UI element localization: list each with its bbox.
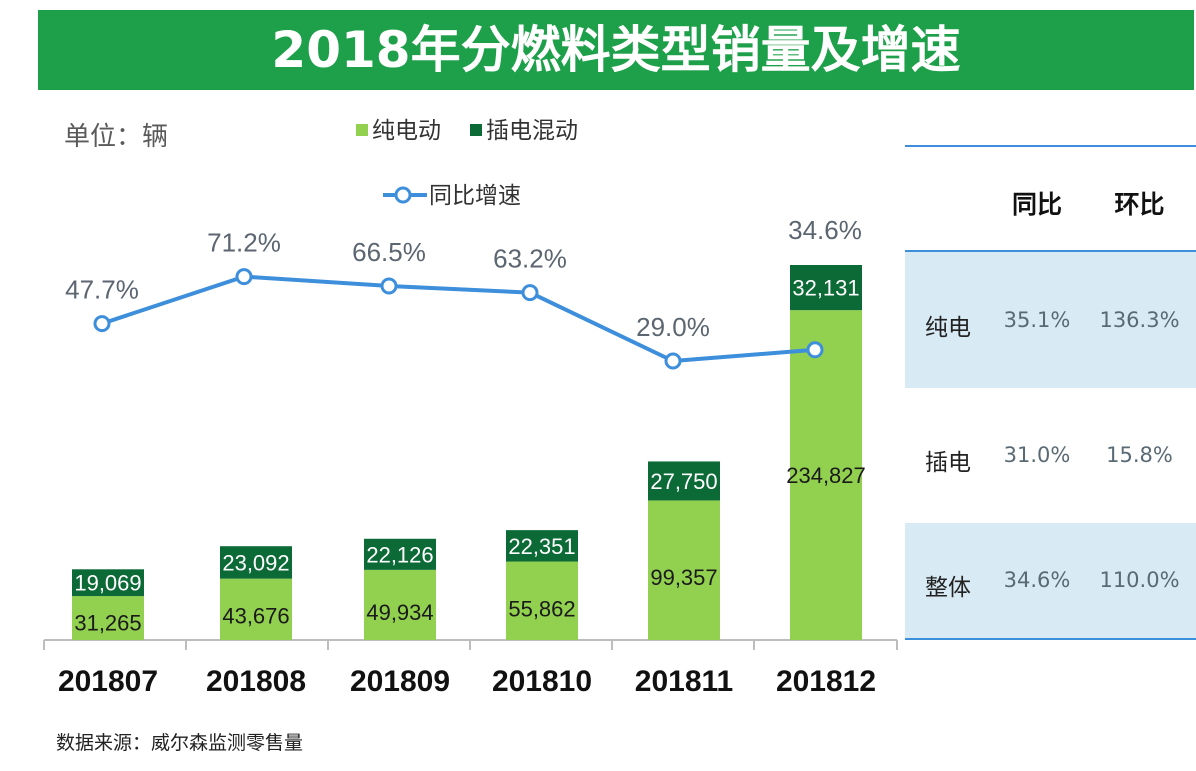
table-header-rule — [905, 250, 1196, 252]
yoy-point — [380, 277, 398, 295]
table-cell-yoy: 34.6% — [1003, 568, 1071, 592]
yoy-data-label: 71.2% — [207, 228, 281, 258]
bar-bev — [364, 569, 436, 640]
yoy-line — [101, 274, 816, 363]
bar-phev — [72, 569, 144, 597]
table-header-mom: 环比 — [1114, 190, 1165, 219]
table-cell-mom: 110.0% — [1099, 568, 1180, 592]
table-top-rule — [905, 145, 1196, 147]
table-row-band — [905, 252, 1196, 388]
legend-item-phev: 插电混动 — [470, 111, 578, 145]
bar-bev — [790, 310, 862, 640]
yoy-point — [806, 341, 824, 359]
table-cell-mom: 136.3% — [1099, 308, 1180, 332]
data-label-phev: 22,351 — [508, 534, 575, 559]
legend-label-bev: 纯电动 — [372, 118, 441, 144]
yoy-data-label: 63.2% — [493, 244, 567, 274]
table-row-band — [905, 523, 1196, 639]
data-label-bev: 31,265 — [74, 610, 141, 635]
yoy-point — [521, 284, 539, 302]
data-label-phev: 22,126 — [366, 542, 433, 567]
yoy-point — [664, 352, 682, 370]
legend-item-bev: 纯电动 — [356, 111, 441, 145]
data-label-bev: 234,827 — [786, 463, 866, 488]
bar-phev — [648, 461, 720, 501]
legend-line-icon — [383, 186, 427, 204]
legend-swatch-phev — [470, 124, 482, 136]
table-row-label: 纯电 — [925, 315, 971, 341]
data-label-bev: 99,357 — [650, 565, 717, 590]
table-cell-yoy: 35.1% — [1003, 308, 1071, 332]
bar-bev — [220, 578, 292, 640]
source-note: 数据来源：威尔森监测零售量 — [56, 732, 304, 754]
chart-title: 2018年分燃料类型销量及增速 — [271, 21, 961, 79]
data-label-phev: 27,750 — [650, 469, 717, 494]
bar-bev — [72, 596, 144, 640]
yoy-data-label: 47.7% — [65, 275, 139, 305]
x-tick-label: 201807 — [58, 665, 158, 698]
bar-phev — [220, 546, 292, 579]
table-cell-yoy: 31.0% — [1003, 443, 1071, 467]
x-tick-label: 201811 — [635, 665, 733, 698]
yoy-point — [235, 268, 253, 286]
bar-bev — [506, 561, 578, 640]
bar-phev — [364, 538, 436, 570]
data-label-bev: 43,676 — [222, 603, 289, 628]
table-row-label: 整体 — [925, 575, 971, 601]
bar-phev — [790, 265, 862, 311]
yoy-data-label: 66.5% — [352, 237, 426, 267]
bar-phev — [506, 530, 578, 562]
title-banner: 2018年分燃料类型销量及增速 — [38, 10, 1194, 90]
x-tick-label: 201808 — [206, 665, 306, 698]
x-tick-label: 201810 — [492, 665, 592, 698]
yoy-data-label: 34.6% — [788, 215, 862, 245]
unit-label: 单位：辆 — [64, 122, 169, 152]
data-label-phev: 23,092 — [222, 550, 289, 575]
table-row-label: 插电 — [925, 450, 971, 476]
legend-swatch-bev — [356, 124, 368, 136]
x-tick-label: 201809 — [350, 665, 450, 698]
legend-label-phev: 插电混动 — [486, 118, 578, 144]
table-cell-mom: 15.8% — [1106, 443, 1173, 467]
legend-label-yoy: 同比增速 — [429, 183, 521, 209]
stacked-bar-chart: 31,265 19,069 201807 43,676 23,092 201808 49,9… — [43, 215, 898, 698]
bar-bev — [648, 500, 720, 640]
legend-item-yoy: 同比增速 — [383, 176, 521, 210]
data-label-bev: 49,934 — [366, 600, 433, 625]
yoy-data-label: 29.0% — [636, 312, 710, 342]
x-tick-label: 201812 — [776, 665, 876, 698]
table-bottom-rule — [905, 638, 1196, 640]
data-label-bev: 55,862 — [508, 597, 575, 622]
data-label-phev: 32,131 — [792, 276, 859, 301]
data-label-phev: 19,069 — [74, 571, 141, 596]
yoy-point — [93, 315, 111, 333]
table-header-yoy: 同比 — [1011, 190, 1062, 219]
